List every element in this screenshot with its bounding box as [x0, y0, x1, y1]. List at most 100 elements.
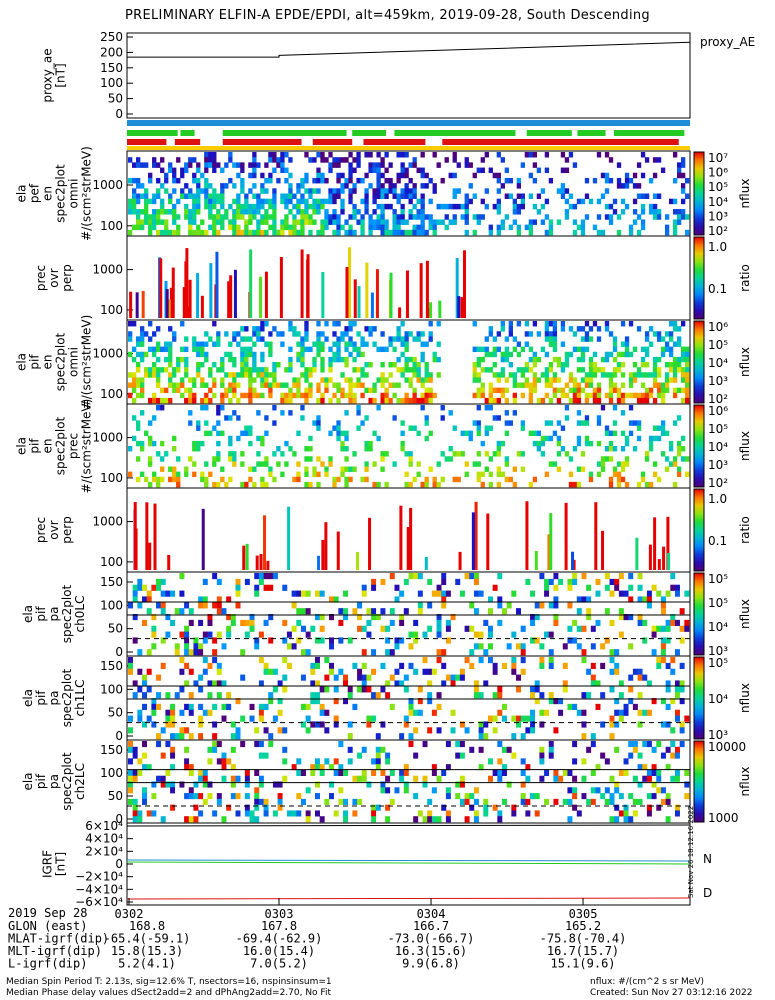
spectro-cell [338, 787, 344, 794]
spectro-cell [140, 219, 145, 225]
spectro-cell [380, 466, 385, 472]
ratio-spike [375, 269, 379, 318]
spectro-cell [568, 377, 574, 383]
spectro-cell [620, 321, 626, 327]
spectro-cell [664, 430, 670, 437]
spectro-cell [484, 351, 489, 358]
spectro-cell [316, 152, 321, 158]
spectro-cell [296, 356, 301, 363]
spectro-cell [216, 219, 221, 225]
spectro-cell [196, 177, 201, 184]
spectro-cell [536, 193, 542, 199]
spectro-cell [399, 590, 405, 597]
spectro-cell [272, 420, 277, 426]
spectro-cell [272, 326, 277, 332]
spectro-cell [375, 764, 381, 771]
spectro-cell [614, 668, 620, 675]
spectro-cell [136, 382, 141, 388]
spectro-cell [608, 446, 614, 452]
spectro-cell [412, 476, 417, 483]
spectro-cell [268, 172, 273, 179]
spectro-cell [616, 392, 622, 399]
spectro-cell [506, 602, 512, 609]
spectro-cell [165, 614, 171, 621]
spectro-cell [684, 619, 690, 627]
spectro-cell [156, 602, 162, 609]
spectro-cell [204, 461, 209, 467]
spectro-cell [263, 573, 269, 580]
spectro-cell [336, 341, 341, 347]
spectro-cell [236, 415, 241, 421]
spectro-cell [400, 372, 405, 378]
spectro-cell [277, 698, 283, 705]
spectro-cell [676, 356, 682, 363]
spectro-cell [572, 775, 578, 782]
panel-ylabel: ela pif pa spec2plot ch1LC [21, 668, 87, 727]
spectro-cell [260, 476, 265, 483]
spectro-cell [384, 392, 389, 399]
spectro-cell [308, 203, 313, 210]
spectro-cell [180, 188, 185, 194]
spectro-cell [684, 193, 690, 199]
spectro-cell [623, 590, 629, 597]
spectro-cell [420, 152, 425, 158]
spectro-cell [196, 183, 201, 189]
spectro-cell [348, 476, 353, 483]
spectro-cell [508, 476, 513, 483]
spectro-cell [651, 793, 657, 800]
ylabel-line: en [41, 355, 55, 370]
spectro-cell [140, 410, 145, 416]
spectro-cell [436, 321, 441, 327]
spectro-cell [356, 162, 361, 168]
spectro-cell [660, 397, 666, 404]
spectro-cell [404, 471, 409, 478]
spectro-cell [432, 152, 437, 158]
spectro-cell [232, 356, 237, 363]
spectro-cell [188, 188, 193, 194]
spectro-cell [344, 362, 349, 368]
spectro-cell [476, 346, 481, 353]
spectro-cell [504, 420, 509, 426]
spectro-cell [623, 804, 629, 811]
ratio-spike [657, 559, 661, 570]
spectro-cell [492, 804, 498, 811]
spectro-cell [204, 331, 209, 337]
spectro-cell [305, 787, 311, 794]
spectro-cell [628, 596, 634, 603]
spectro-cell [156, 341, 161, 347]
spectro-cell [291, 643, 297, 650]
spectro-cell [480, 356, 485, 363]
spectro-cell [670, 775, 676, 782]
ratio-spike [255, 555, 259, 570]
spectro-cell [623, 810, 629, 817]
spectro-cell [664, 466, 670, 472]
spectro-cell [230, 619, 236, 627]
spectro-cell [464, 198, 469, 205]
spectro-cell [436, 775, 442, 782]
spectro-cell [660, 649, 666, 656]
spectro-cell [496, 224, 501, 231]
spectro-cell [348, 152, 353, 158]
spectro-cell [420, 481, 425, 488]
spectro-cell [548, 578, 554, 586]
spectro-cell [254, 584, 260, 591]
spectro-cell [427, 668, 433, 675]
spectro-cell [300, 183, 305, 189]
spectro-cell [236, 341, 241, 347]
spectro-cell [440, 219, 445, 225]
spectro-cell [540, 188, 546, 194]
spectro-cell [320, 203, 325, 210]
spectro-cell [596, 420, 602, 426]
spectro-cell [604, 188, 610, 194]
spectro-cell [128, 727, 133, 734]
spectro-cell [436, 590, 442, 597]
spectro-cell [548, 741, 554, 748]
spectro-cell [392, 219, 397, 225]
spectro-cell [142, 721, 147, 728]
spectro-cell [216, 608, 222, 615]
spectro-cell [656, 435, 662, 442]
spectro-cell [420, 214, 425, 220]
spectro-cell [200, 219, 205, 225]
spectro-cell [332, 162, 337, 168]
spectro-cell [644, 392, 650, 399]
